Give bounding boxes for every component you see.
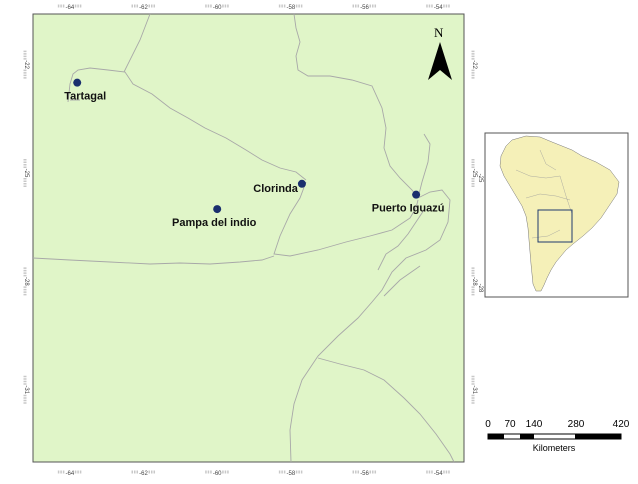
city-marker bbox=[412, 190, 421, 199]
border-line bbox=[293, 13, 419, 199]
north-arrow-icon bbox=[428, 42, 452, 80]
city-label: Tartagal bbox=[64, 91, 106, 103]
y-tick-label-right: -25 bbox=[471, 169, 477, 178]
border-line bbox=[377, 209, 425, 271]
scale-bar-label: 0 bbox=[485, 419, 491, 430]
x-tick-label-top: -64 bbox=[66, 5, 75, 11]
y-tick-label-left: -28 bbox=[23, 277, 29, 286]
main-map: -64 -64 -62 -62 -60 -60 -58 -58 -56 -56 -54 -54 -22… bbox=[23, 4, 477, 477]
inset-extent-box bbox=[537, 209, 573, 243]
city-label: Pampa del indio bbox=[172, 217, 257, 229]
border-line bbox=[289, 189, 451, 463]
y-tick-label-right: -31 bbox=[471, 385, 477, 394]
scale-bar-segment bbox=[488, 434, 504, 439]
scale-bar-labels: 0 70 140 280 420 bbox=[485, 419, 630, 430]
scale-bar-segment bbox=[575, 434, 621, 439]
x-tick-label-top: -56 bbox=[360, 5, 369, 11]
border-line bbox=[417, 133, 431, 199]
scale-bar: 0 70 140 280 420 Kilometers bbox=[485, 419, 630, 453]
city-marker bbox=[73, 78, 82, 87]
border-line bbox=[383, 265, 421, 297]
border-line bbox=[67, 67, 307, 181]
north-arrow-label: N bbox=[434, 25, 444, 40]
y-tick-label-left: -31 bbox=[23, 385, 29, 394]
scale-bar-segment bbox=[520, 434, 534, 439]
north-arrow: N bbox=[428, 25, 452, 80]
inset-border-line bbox=[539, 149, 557, 171]
border-line bbox=[32, 255, 275, 265]
x-tick-label-top: -54 bbox=[434, 5, 443, 11]
scale-bar-label: 140 bbox=[526, 419, 543, 430]
inset-borders bbox=[515, 149, 573, 239]
x-tick-label-top: -60 bbox=[213, 5, 222, 11]
x-tick-label-bottom: -58 bbox=[287, 471, 296, 477]
scale-bar-label: 280 bbox=[568, 419, 585, 430]
inset-y-tick-label: -28 bbox=[477, 284, 483, 293]
inset-border-line bbox=[515, 169, 561, 179]
inset-border-line bbox=[559, 175, 573, 215]
scale-bar-unit: Kilometers bbox=[533, 443, 576, 453]
y-tick-label-right: -28 bbox=[471, 277, 477, 286]
y-tick-label-right: -22 bbox=[471, 60, 477, 69]
city-label: Clorinda bbox=[253, 183, 298, 195]
city-marker bbox=[213, 205, 222, 214]
main-map-frame bbox=[32, 13, 465, 463]
y-axis-ticks: -22 -22 -25 -25 -28 -28 -31 -31 bbox=[23, 50, 477, 404]
border-line bbox=[123, 13, 151, 73]
scale-bar-label: 420 bbox=[613, 419, 630, 430]
x-tick-label-top: -58 bbox=[287, 5, 296, 11]
border-lines bbox=[32, 13, 455, 463]
x-tick-label-bottom: -54 bbox=[434, 471, 443, 477]
border-line bbox=[273, 181, 419, 257]
x-tick-label-bottom: -60 bbox=[213, 471, 222, 477]
x-tick-label-bottom: -62 bbox=[139, 471, 148, 477]
x-tick-label-top: -62 bbox=[139, 5, 148, 11]
inset-y-axis-ticks: -25 -28 bbox=[477, 174, 483, 293]
south-america-shape bbox=[499, 135, 620, 292]
y-tick-label-left: -25 bbox=[23, 169, 29, 178]
city-marker bbox=[297, 179, 306, 188]
inset-y-tick-label: -25 bbox=[477, 174, 483, 183]
border-line bbox=[317, 357, 455, 463]
x-tick-label-bottom: -56 bbox=[360, 471, 369, 477]
city-markers: Tartagal Clorinda Pampa del indio Puerto Ig… bbox=[64, 78, 445, 229]
city-label: Puerto Iguazú bbox=[372, 203, 445, 215]
x-tick-label-bottom: -64 bbox=[66, 471, 75, 477]
scale-bar-label: 70 bbox=[504, 419, 516, 430]
inset-border-line bbox=[525, 193, 571, 201]
inset-border-line bbox=[531, 229, 561, 239]
inset-map: -25 -28 bbox=[477, 132, 629, 298]
y-tick-label-left: -22 bbox=[23, 60, 29, 69]
x-axis-ticks: -64 -64 -62 -62 -60 -60 -58 -58 -56 -56 -54 -54 bbox=[57, 4, 451, 477]
